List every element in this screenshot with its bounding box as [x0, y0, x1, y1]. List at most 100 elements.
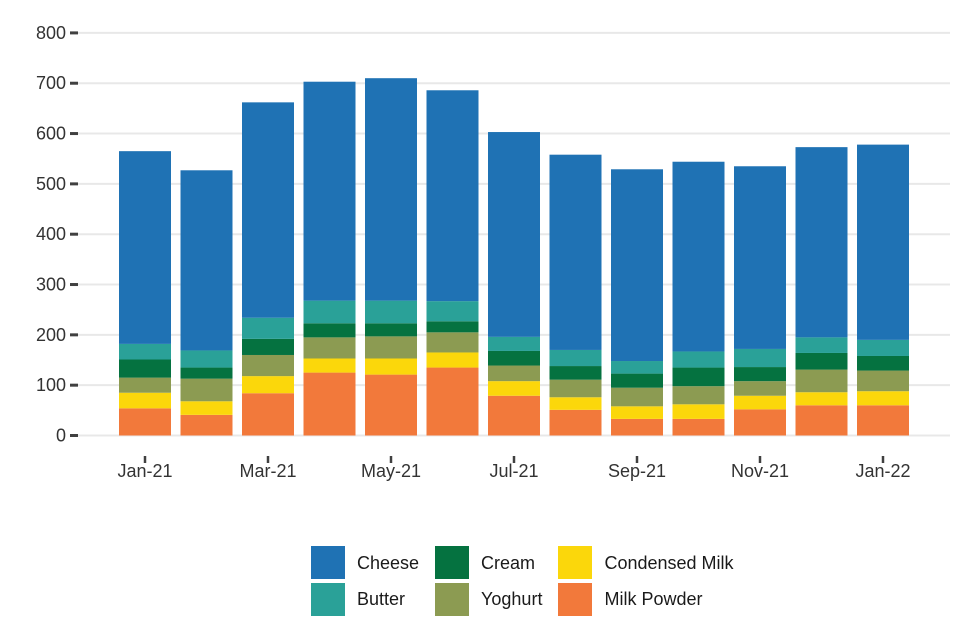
bar-segment-jun-21-condensed-milk[interactable] [426, 352, 479, 368]
y-axis-label-700: 700 [36, 73, 66, 93]
bar-segment-feb-21-yoghurt[interactable] [180, 378, 233, 402]
legend-label-cream: Cream [481, 552, 536, 573]
legend-label-condensed-milk: Condensed Milk [604, 552, 734, 573]
bar-segment-may-21-cheese[interactable] [365, 78, 417, 301]
x-axis-label-mar-21: Mar-21 [239, 461, 296, 481]
bar-segment-aug-21-butter[interactable] [549, 349, 602, 367]
bar-segment-jul-21-milk-powder[interactable] [488, 395, 540, 436]
bar-segment-nov-21-yoghurt[interactable] [734, 381, 786, 396]
bar-segment-oct-21-milk-powder[interactable] [672, 418, 725, 436]
bar-segment-apr-21-milk-powder[interactable] [303, 372, 356, 436]
bar-segment-jan-21-cream[interactable] [119, 359, 171, 378]
bar-segment-jan-21-cheese[interactable] [119, 151, 171, 344]
bar-segment-dec-21-condensed-milk[interactable] [795, 392, 848, 406]
bar-segment-mar-21-cheese[interactable] [242, 102, 294, 318]
bar-segment-dec-21-butter[interactable] [795, 337, 848, 353]
bar-segment-jan-22-yoghurt[interactable] [857, 370, 909, 392]
bar-segment-nov-21-milk-powder[interactable] [734, 409, 786, 436]
bar-segment-jan-22-milk-powder[interactable] [857, 405, 909, 436]
bar-segment-sep-21-cheese[interactable] [611, 169, 663, 362]
bar-segment-oct-21-condensed-milk[interactable] [672, 404, 725, 419]
bar-segment-feb-21-cream[interactable] [180, 367, 233, 379]
bar-segment-oct-21-yoghurt[interactable] [672, 386, 725, 405]
bar-segment-mar-21-butter[interactable] [242, 317, 294, 339]
legend-item-yoghurt[interactable]: Yoghurt [435, 582, 542, 616]
bar-segment-feb-21-milk-powder[interactable] [180, 414, 233, 436]
bar-segment-may-21-butter[interactable] [365, 300, 417, 324]
bar-segment-sep-21-condensed-milk[interactable] [611, 406, 663, 419]
bar-segment-aug-21-cheese[interactable] [549, 154, 602, 350]
legend-item-condensed-milk[interactable]: Condensed Milk [558, 546, 734, 579]
y-axis-label-800: 800 [36, 23, 66, 43]
bar-segment-feb-21-condensed-milk[interactable] [180, 401, 233, 415]
y-axis-label-200: 200 [36, 325, 66, 345]
bar-segment-aug-21-condensed-milk[interactable] [549, 397, 602, 410]
bar-segment-aug-21-yoghurt[interactable] [549, 379, 602, 398]
bar-segment-apr-21-yoghurt[interactable] [303, 337, 356, 359]
legend-item-milk-powder[interactable]: Milk Powder [558, 582, 733, 616]
bar-segment-dec-21-yoghurt[interactable] [795, 369, 848, 393]
bar-segment-mar-21-condensed-milk[interactable] [242, 376, 294, 394]
bar-segment-apr-21-butter[interactable] [303, 300, 356, 324]
bar-segment-mar-21-milk-powder[interactable] [242, 393, 294, 436]
bar-segment-nov-21-condensed-milk[interactable] [734, 395, 786, 410]
y-axis-label-400: 400 [36, 224, 66, 244]
bar-segment-jun-21-yoghurt[interactable] [426, 332, 479, 353]
bar-segment-dec-21-milk-powder[interactable] [795, 405, 848, 436]
bar-segment-jul-21-butter[interactable] [488, 336, 540, 351]
y-axis-label-600: 600 [36, 124, 66, 144]
legend-swatch-cream-icon [435, 546, 470, 579]
bar-segment-sep-21-butter[interactable] [611, 361, 663, 374]
bar-segment-jan-22-butter[interactable] [857, 339, 909, 356]
bar-segment-mar-21-cream[interactable] [242, 338, 294, 355]
legend-item-cream[interactable]: Cream [435, 546, 542, 579]
y-axis-label-100: 100 [36, 375, 66, 395]
bar-segment-mar-21-yoghurt[interactable] [242, 354, 294, 377]
bar-segment-aug-21-milk-powder[interactable] [549, 409, 602, 436]
bar-segment-oct-21-cheese[interactable] [672, 161, 725, 352]
bar-segment-nov-21-cheese[interactable] [734, 166, 786, 349]
bar-segment-dec-21-cream[interactable] [795, 352, 848, 370]
bar-segment-jan-22-cream[interactable] [857, 355, 909, 371]
bar-segment-nov-21-butter[interactable] [734, 348, 786, 368]
legend-swatch-yoghurt-icon [435, 582, 470, 616]
bar-segment-jan-22-condensed-milk[interactable] [857, 391, 909, 406]
bar-segment-apr-21-cheese[interactable] [303, 81, 356, 301]
legend-swatch-butter-icon [311, 582, 345, 616]
bar-segment-jan-21-butter[interactable] [119, 343, 171, 360]
bar-segment-may-21-milk-powder[interactable] [365, 374, 417, 436]
bar-segment-jun-21-butter[interactable] [426, 301, 479, 322]
bar-segment-sep-21-milk-powder[interactable] [611, 418, 663, 436]
bar-segment-aug-21-cream[interactable] [549, 366, 602, 380]
bar-segment-jun-21-cream[interactable] [426, 321, 479, 333]
bar-segment-jan-21-milk-powder[interactable] [119, 408, 171, 436]
bar-segment-oct-21-butter[interactable] [672, 351, 725, 368]
bar-segment-jul-21-yoghurt[interactable] [488, 365, 540, 382]
bar-segment-jun-21-milk-powder[interactable] [426, 367, 479, 436]
bar-segment-apr-21-condensed-milk[interactable] [303, 358, 356, 373]
bar-segment-dec-21-cheese[interactable] [795, 147, 848, 338]
bar-segment-jul-21-condensed-milk[interactable] [488, 381, 540, 396]
legend-swatch-milk-powder-icon [558, 582, 593, 616]
bar-segment-may-21-condensed-milk[interactable] [365, 358, 417, 375]
bar-segment-feb-21-butter[interactable] [180, 350, 233, 368]
bar-segment-apr-21-cream[interactable] [303, 323, 356, 338]
legend-item-butter[interactable]: Butter [311, 582, 419, 616]
bar-segment-may-21-cream[interactable] [365, 323, 417, 337]
legend-item-cheese[interactable]: Cheese [311, 546, 419, 579]
x-axis-label-nov-21: Nov-21 [731, 461, 789, 481]
y-axis-label-500: 500 [36, 174, 66, 194]
bar-segment-oct-21-cream[interactable] [672, 367, 725, 387]
bar-segment-jan-22-cheese[interactable] [857, 144, 909, 340]
bar-segment-nov-21-cream[interactable] [734, 367, 786, 382]
bar-segment-jan-21-condensed-milk[interactable] [119, 392, 171, 409]
bar-segment-jul-21-cheese[interactable] [488, 132, 540, 337]
bar-segment-sep-21-cream[interactable] [611, 373, 663, 388]
bar-segment-sep-21-yoghurt[interactable] [611, 387, 663, 407]
bar-segment-jul-21-cream[interactable] [488, 350, 540, 366]
bar-segment-jun-21-cheese[interactable] [426, 90, 479, 302]
bar-segment-feb-21-cheese[interactable] [180, 170, 233, 351]
bar-segment-may-21-yoghurt[interactable] [365, 336, 417, 359]
bar-segment-jan-21-yoghurt[interactable] [119, 377, 171, 393]
